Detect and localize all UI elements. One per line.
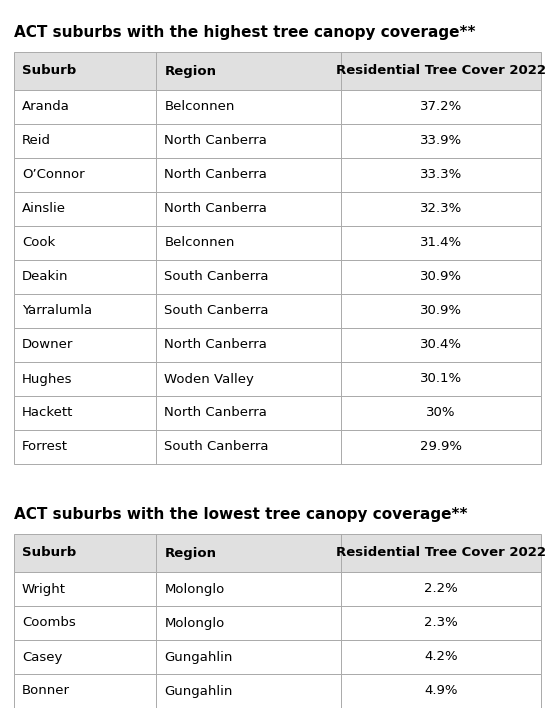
Text: Molonglo: Molonglo — [164, 583, 225, 595]
Bar — [14, 396, 541, 430]
Text: Suburb: Suburb — [22, 64, 76, 77]
Text: Region: Region — [164, 547, 216, 559]
Bar — [14, 260, 541, 294]
Text: 33.9%: 33.9% — [420, 135, 462, 147]
Bar — [14, 572, 541, 606]
Bar — [14, 640, 541, 674]
Text: North Canberra: North Canberra — [164, 338, 267, 351]
Bar — [14, 674, 541, 708]
Bar — [14, 534, 541, 572]
Text: Belconnen: Belconnen — [164, 236, 235, 249]
Text: Hackett: Hackett — [22, 406, 73, 420]
Text: O’Connor: O’Connor — [22, 169, 84, 181]
Text: Ainslie: Ainslie — [22, 202, 66, 215]
Text: South Canberra: South Canberra — [164, 304, 269, 317]
Text: North Canberra: North Canberra — [164, 202, 267, 215]
Bar — [14, 90, 541, 124]
Bar — [14, 430, 541, 464]
Text: 30.9%: 30.9% — [420, 270, 462, 283]
Text: Forrest: Forrest — [22, 440, 68, 454]
Text: Coombs: Coombs — [22, 617, 75, 629]
Bar — [14, 226, 541, 260]
Text: South Canberra: South Canberra — [164, 440, 269, 454]
Text: Region: Region — [164, 64, 216, 77]
Text: Belconnen: Belconnen — [164, 101, 235, 113]
Bar — [14, 158, 541, 192]
Text: 37.2%: 37.2% — [420, 101, 462, 113]
Text: Gungahlin: Gungahlin — [164, 685, 233, 697]
Bar — [14, 362, 541, 396]
Text: Suburb: Suburb — [22, 547, 76, 559]
Bar — [14, 294, 541, 328]
Text: Hughes: Hughes — [22, 372, 73, 385]
Text: 2.2%: 2.2% — [424, 583, 458, 595]
Text: ACT suburbs with the lowest tree canopy coverage**: ACT suburbs with the lowest tree canopy … — [14, 506, 467, 522]
Text: 30.9%: 30.9% — [420, 304, 462, 317]
Text: Residential Tree Cover 2022: Residential Tree Cover 2022 — [336, 547, 546, 559]
Text: Gungahlin: Gungahlin — [164, 651, 233, 663]
Text: North Canberra: North Canberra — [164, 135, 267, 147]
Text: Residential Tree Cover 2022: Residential Tree Cover 2022 — [336, 64, 546, 77]
Text: North Canberra: North Canberra — [164, 406, 267, 420]
Bar — [14, 192, 541, 226]
Bar — [14, 52, 541, 90]
Text: Woden Valley: Woden Valley — [164, 372, 254, 385]
Text: 4.2%: 4.2% — [424, 651, 458, 663]
Bar — [14, 328, 541, 362]
Text: 32.3%: 32.3% — [420, 202, 462, 215]
Text: North Canberra: North Canberra — [164, 169, 267, 181]
Bar — [14, 606, 541, 640]
Text: 30%: 30% — [426, 406, 456, 420]
Text: ACT suburbs with the highest tree canopy coverage**: ACT suburbs with the highest tree canopy… — [14, 25, 476, 40]
Text: Casey: Casey — [22, 651, 62, 663]
Text: Yarralumla: Yarralumla — [22, 304, 92, 317]
Text: 4.9%: 4.9% — [424, 685, 458, 697]
Text: Molonglo: Molonglo — [164, 617, 225, 629]
Text: 2.3%: 2.3% — [424, 617, 458, 629]
Text: 30.4%: 30.4% — [420, 338, 462, 351]
Text: 33.3%: 33.3% — [420, 169, 462, 181]
Text: 30.1%: 30.1% — [420, 372, 462, 385]
Text: Cook: Cook — [22, 236, 56, 249]
Text: Deakin: Deakin — [22, 270, 68, 283]
Text: South Canberra: South Canberra — [164, 270, 269, 283]
Text: Bonner: Bonner — [22, 685, 70, 697]
Text: Downer: Downer — [22, 338, 73, 351]
Bar — [14, 124, 541, 158]
Text: 29.9%: 29.9% — [420, 440, 462, 454]
Text: Reid: Reid — [22, 135, 51, 147]
Text: Aranda: Aranda — [22, 101, 70, 113]
Text: Wright: Wright — [22, 583, 66, 595]
Text: 31.4%: 31.4% — [420, 236, 462, 249]
